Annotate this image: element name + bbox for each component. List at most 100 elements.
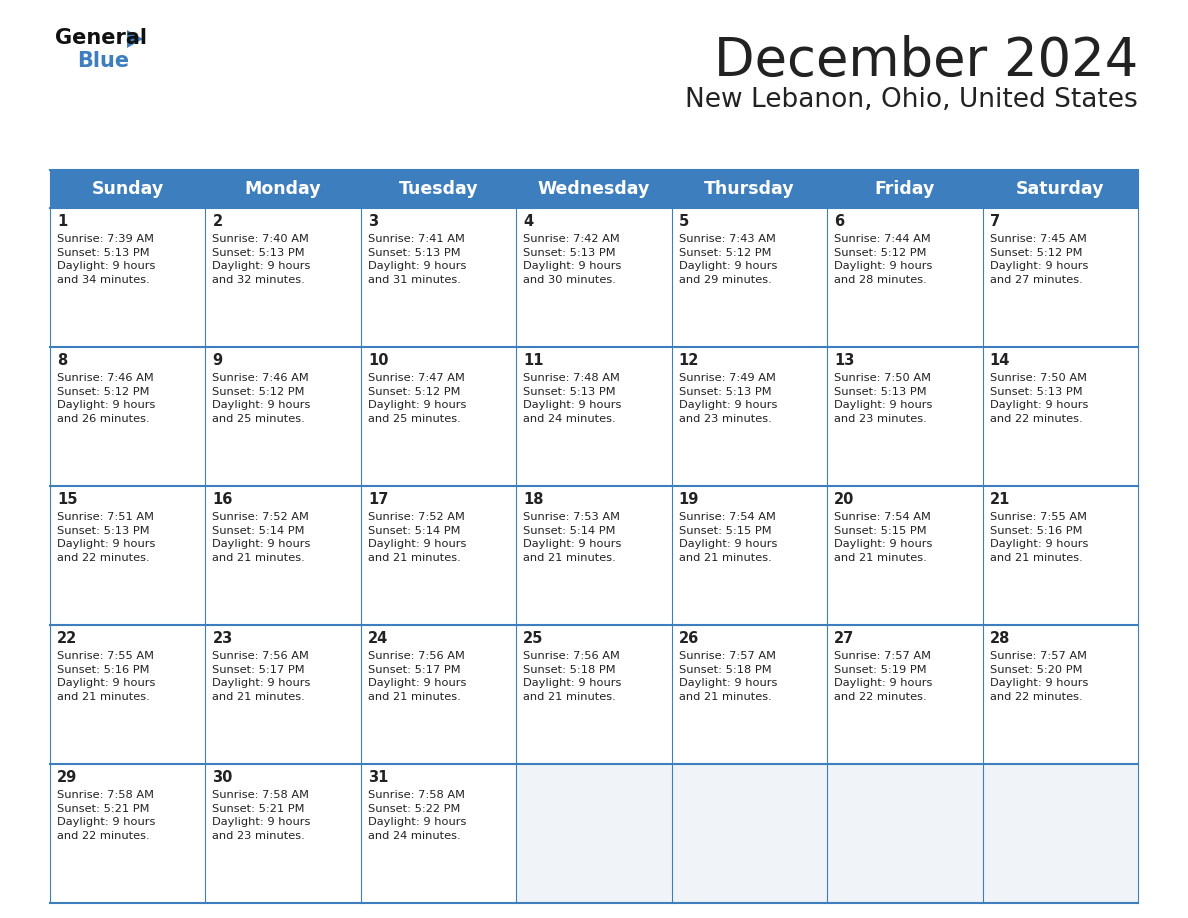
Text: 21: 21 xyxy=(990,492,1010,507)
Text: 27: 27 xyxy=(834,631,854,646)
Text: Sunrise: 7:48 AM
Sunset: 5:13 PM
Daylight: 9 hours
and 24 minutes.: Sunrise: 7:48 AM Sunset: 5:13 PM Dayligh… xyxy=(523,373,621,424)
Bar xyxy=(517,625,671,764)
Bar xyxy=(982,625,1138,764)
Text: Sunrise: 7:49 AM
Sunset: 5:13 PM
Daylight: 9 hours
and 23 minutes.: Sunrise: 7:49 AM Sunset: 5:13 PM Dayligh… xyxy=(678,373,777,424)
Text: 20: 20 xyxy=(834,492,854,507)
Text: Sunrise: 7:58 AM
Sunset: 5:21 PM
Daylight: 9 hours
and 22 minutes.: Sunrise: 7:58 AM Sunset: 5:21 PM Dayligh… xyxy=(57,790,156,841)
Text: 7: 7 xyxy=(990,214,999,229)
Text: Sunrise: 7:45 AM
Sunset: 5:12 PM
Daylight: 9 hours
and 27 minutes.: Sunrise: 7:45 AM Sunset: 5:12 PM Dayligh… xyxy=(990,234,1088,285)
Text: Sunrise: 7:57 AM
Sunset: 5:18 PM
Daylight: 9 hours
and 21 minutes.: Sunrise: 7:57 AM Sunset: 5:18 PM Dayligh… xyxy=(678,651,777,701)
Text: 2: 2 xyxy=(213,214,222,229)
Text: 4: 4 xyxy=(523,214,533,229)
Text: Thursday: Thursday xyxy=(704,180,795,198)
Text: 10: 10 xyxy=(368,353,388,368)
Bar xyxy=(671,486,827,625)
Text: 17: 17 xyxy=(368,492,388,507)
Bar xyxy=(50,208,206,347)
Bar xyxy=(361,347,517,486)
Text: Sunrise: 7:47 AM
Sunset: 5:12 PM
Daylight: 9 hours
and 25 minutes.: Sunrise: 7:47 AM Sunset: 5:12 PM Dayligh… xyxy=(368,373,466,424)
Text: Sunrise: 7:50 AM
Sunset: 5:13 PM
Daylight: 9 hours
and 23 minutes.: Sunrise: 7:50 AM Sunset: 5:13 PM Dayligh… xyxy=(834,373,933,424)
Text: 30: 30 xyxy=(213,770,233,785)
Bar xyxy=(827,208,982,347)
Text: Friday: Friday xyxy=(874,180,935,198)
Bar xyxy=(671,625,827,764)
Bar xyxy=(671,764,827,903)
Bar xyxy=(50,347,206,486)
Text: Sunrise: 7:40 AM
Sunset: 5:13 PM
Daylight: 9 hours
and 32 minutes.: Sunrise: 7:40 AM Sunset: 5:13 PM Dayligh… xyxy=(213,234,311,285)
Bar xyxy=(982,347,1138,486)
Bar xyxy=(50,486,206,625)
Text: 14: 14 xyxy=(990,353,1010,368)
Text: 19: 19 xyxy=(678,492,699,507)
Polygon shape xyxy=(127,30,143,48)
Text: Sunday: Sunday xyxy=(91,180,164,198)
Bar xyxy=(827,625,982,764)
Text: 18: 18 xyxy=(523,492,544,507)
Text: Sunrise: 7:53 AM
Sunset: 5:14 PM
Daylight: 9 hours
and 21 minutes.: Sunrise: 7:53 AM Sunset: 5:14 PM Dayligh… xyxy=(523,512,621,563)
Text: Sunrise: 7:56 AM
Sunset: 5:18 PM
Daylight: 9 hours
and 21 minutes.: Sunrise: 7:56 AM Sunset: 5:18 PM Dayligh… xyxy=(523,651,621,701)
Bar xyxy=(361,764,517,903)
Text: Sunrise: 7:50 AM
Sunset: 5:13 PM
Daylight: 9 hours
and 22 minutes.: Sunrise: 7:50 AM Sunset: 5:13 PM Dayligh… xyxy=(990,373,1088,424)
Text: Sunrise: 7:55 AM
Sunset: 5:16 PM
Daylight: 9 hours
and 21 minutes.: Sunrise: 7:55 AM Sunset: 5:16 PM Dayligh… xyxy=(990,512,1088,563)
Bar xyxy=(50,625,206,764)
Bar xyxy=(206,208,361,347)
Bar xyxy=(206,625,361,764)
Text: December 2024: December 2024 xyxy=(714,35,1138,87)
Text: 16: 16 xyxy=(213,492,233,507)
Text: Sunrise: 7:55 AM
Sunset: 5:16 PM
Daylight: 9 hours
and 21 minutes.: Sunrise: 7:55 AM Sunset: 5:16 PM Dayligh… xyxy=(57,651,156,701)
Text: Wednesday: Wednesday xyxy=(538,180,650,198)
Bar xyxy=(517,764,671,903)
Text: 13: 13 xyxy=(834,353,854,368)
Bar xyxy=(671,208,827,347)
Text: Tuesday: Tuesday xyxy=(399,180,479,198)
Text: General: General xyxy=(55,28,147,48)
Bar xyxy=(671,347,827,486)
Text: New Lebanon, Ohio, United States: New Lebanon, Ohio, United States xyxy=(685,87,1138,113)
Text: Sunrise: 7:58 AM
Sunset: 5:22 PM
Daylight: 9 hours
and 24 minutes.: Sunrise: 7:58 AM Sunset: 5:22 PM Dayligh… xyxy=(368,790,466,841)
Text: Sunrise: 7:57 AM
Sunset: 5:20 PM
Daylight: 9 hours
and 22 minutes.: Sunrise: 7:57 AM Sunset: 5:20 PM Dayligh… xyxy=(990,651,1088,701)
Bar xyxy=(517,486,671,625)
Text: Saturday: Saturday xyxy=(1016,180,1105,198)
Bar xyxy=(206,347,361,486)
Text: 31: 31 xyxy=(368,770,388,785)
Text: 11: 11 xyxy=(523,353,544,368)
Bar xyxy=(827,764,982,903)
Text: 28: 28 xyxy=(990,631,1010,646)
Bar xyxy=(50,764,206,903)
Bar xyxy=(206,764,361,903)
Text: Sunrise: 7:46 AM
Sunset: 5:12 PM
Daylight: 9 hours
and 26 minutes.: Sunrise: 7:46 AM Sunset: 5:12 PM Dayligh… xyxy=(57,373,156,424)
Text: 12: 12 xyxy=(678,353,699,368)
Bar xyxy=(982,208,1138,347)
Text: 25: 25 xyxy=(523,631,544,646)
Text: 9: 9 xyxy=(213,353,222,368)
Bar xyxy=(361,208,517,347)
Bar xyxy=(50,170,1138,208)
Bar xyxy=(982,486,1138,625)
Text: Sunrise: 7:54 AM
Sunset: 5:15 PM
Daylight: 9 hours
and 21 minutes.: Sunrise: 7:54 AM Sunset: 5:15 PM Dayligh… xyxy=(834,512,933,563)
Bar xyxy=(361,625,517,764)
Bar xyxy=(827,347,982,486)
Text: 3: 3 xyxy=(368,214,378,229)
Text: 26: 26 xyxy=(678,631,699,646)
Text: Sunrise: 7:39 AM
Sunset: 5:13 PM
Daylight: 9 hours
and 34 minutes.: Sunrise: 7:39 AM Sunset: 5:13 PM Dayligh… xyxy=(57,234,156,285)
Bar xyxy=(517,208,671,347)
Bar xyxy=(982,764,1138,903)
Text: Sunrise: 7:51 AM
Sunset: 5:13 PM
Daylight: 9 hours
and 22 minutes.: Sunrise: 7:51 AM Sunset: 5:13 PM Dayligh… xyxy=(57,512,156,563)
Text: 23: 23 xyxy=(213,631,233,646)
Text: Sunrise: 7:57 AM
Sunset: 5:19 PM
Daylight: 9 hours
and 22 minutes.: Sunrise: 7:57 AM Sunset: 5:19 PM Dayligh… xyxy=(834,651,933,701)
Bar xyxy=(827,486,982,625)
Text: 1: 1 xyxy=(57,214,68,229)
Text: Monday: Monday xyxy=(245,180,322,198)
Text: 15: 15 xyxy=(57,492,77,507)
Text: Blue: Blue xyxy=(77,51,129,71)
Text: Sunrise: 7:46 AM
Sunset: 5:12 PM
Daylight: 9 hours
and 25 minutes.: Sunrise: 7:46 AM Sunset: 5:12 PM Dayligh… xyxy=(213,373,311,424)
Text: 5: 5 xyxy=(678,214,689,229)
Text: Sunrise: 7:52 AM
Sunset: 5:14 PM
Daylight: 9 hours
and 21 minutes.: Sunrise: 7:52 AM Sunset: 5:14 PM Dayligh… xyxy=(213,512,311,563)
Bar xyxy=(517,347,671,486)
Text: Sunrise: 7:56 AM
Sunset: 5:17 PM
Daylight: 9 hours
and 21 minutes.: Sunrise: 7:56 AM Sunset: 5:17 PM Dayligh… xyxy=(368,651,466,701)
Text: Sunrise: 7:58 AM
Sunset: 5:21 PM
Daylight: 9 hours
and 23 minutes.: Sunrise: 7:58 AM Sunset: 5:21 PM Dayligh… xyxy=(213,790,311,841)
Text: 22: 22 xyxy=(57,631,77,646)
Text: 29: 29 xyxy=(57,770,77,785)
Text: Sunrise: 7:52 AM
Sunset: 5:14 PM
Daylight: 9 hours
and 21 minutes.: Sunrise: 7:52 AM Sunset: 5:14 PM Dayligh… xyxy=(368,512,466,563)
Text: 6: 6 xyxy=(834,214,845,229)
